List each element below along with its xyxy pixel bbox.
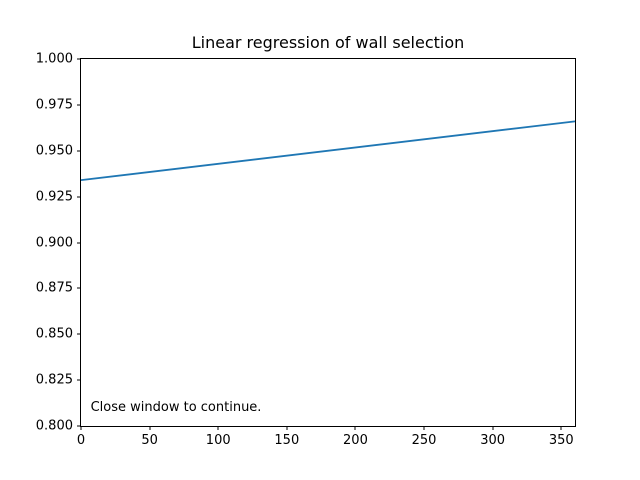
x-tick-label: 50: [141, 433, 158, 448]
x-tick-mark: [423, 426, 425, 430]
x-tick-mark: [560, 426, 562, 430]
y-tick-label: 0.900: [35, 235, 73, 250]
y-tick-label: 0.925: [35, 189, 73, 205]
y-tick-label: 0.875: [35, 280, 73, 296]
x-tick-label: 0: [76, 433, 86, 448]
x-tick-label: 200: [343, 433, 368, 448]
x-tick-mark: [286, 426, 288, 430]
y-tick-label: 0.975: [35, 97, 73, 113]
x-tick-mark: [149, 426, 151, 430]
x-tick-label: 100: [205, 433, 231, 448]
x-tick-mark: [492, 426, 494, 430]
x-tick-label: 300: [480, 433, 506, 448]
y-tick-label: 0.825: [35, 372, 73, 388]
y-tick-label: 0.800: [35, 418, 73, 434]
annotation-close-window: Close window to continue.: [90, 399, 262, 415]
x-tick-mark: [80, 426, 82, 430]
x-tick-mark: [217, 426, 219, 430]
y-tick-label: 0.950: [35, 143, 73, 159]
plot-svg: [81, 59, 575, 426]
linear-regression-line: [81, 121, 575, 180]
y-tick-label: 0.850: [35, 326, 73, 342]
y-tick-label: 1.000: [35, 51, 73, 67]
x-tick-label: 150: [274, 433, 300, 448]
chart-title: Linear regression of wall selection: [191, 33, 465, 52]
x-tick-mark: [354, 426, 356, 430]
plot-area: 0 50 100 150 200 250 300 350 0.800 0.825 0.850 0.8…: [36, 52, 576, 448]
x-tick-label: 350: [548, 433, 574, 448]
x-tick-label: 250: [411, 433, 437, 448]
